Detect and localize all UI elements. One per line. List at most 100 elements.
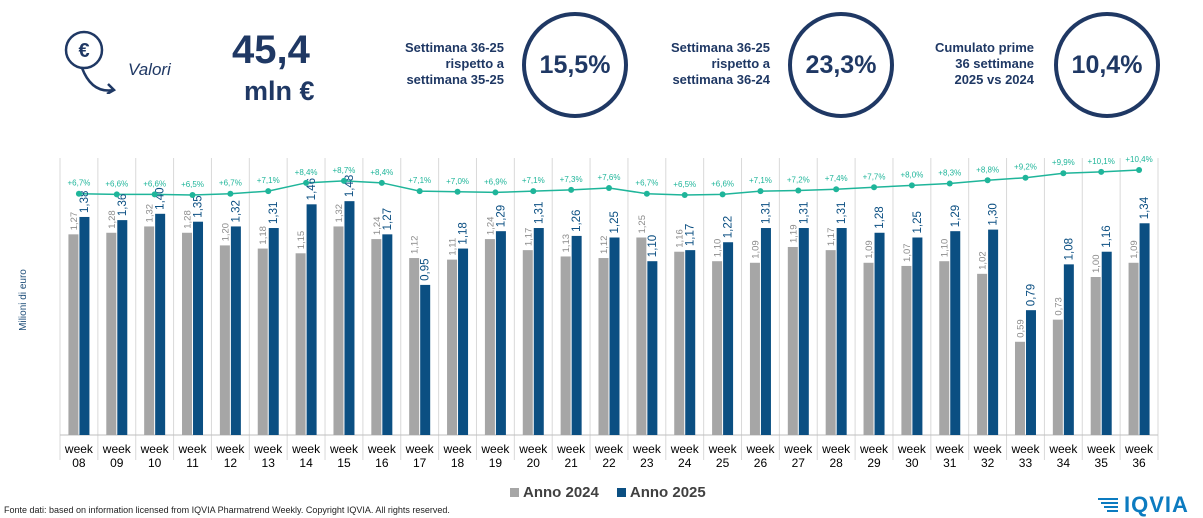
bar-2025 [193, 221, 204, 435]
x-tick-label: week [291, 442, 321, 456]
x-tick-label: 09 [110, 456, 124, 470]
data-label-2025: 1,31 [533, 202, 545, 224]
data-label-2025: 1,28 [874, 206, 886, 228]
growth-point [227, 190, 234, 197]
bar-2024 [484, 239, 495, 435]
growth-label: +6,7% [635, 179, 658, 188]
growth-label: +6,9% [484, 177, 507, 186]
data-label-2024: 1,19 [788, 224, 799, 243]
bar-2025 [647, 261, 658, 435]
growth-point [568, 186, 575, 193]
growth-label: +7,1% [522, 176, 545, 185]
kpi-line: 2025 vs 2024 [954, 72, 1034, 87]
data-label-2024: 1,24 [372, 217, 383, 236]
data-label-2025: 1,48 [344, 175, 356, 197]
x-tick-label: week [708, 442, 738, 456]
x-tick-label: week [632, 442, 662, 456]
bar-2024 [1090, 277, 1101, 435]
x-tick-label: week [1048, 442, 1078, 456]
kpi-line: rispetto a [445, 56, 504, 71]
x-tick-label: 34 [1057, 456, 1071, 470]
growth-label: +8,4% [370, 168, 393, 177]
kpi-cumulative-circle: 10,4% [1054, 12, 1160, 118]
bar-2024 [712, 261, 723, 435]
euro-down-icon: € [64, 30, 117, 94]
bar-2024 [68, 234, 79, 435]
data-label-2024: 1,13 [561, 234, 572, 253]
x-tick-label: 18 [451, 456, 465, 470]
growth-point [492, 189, 499, 196]
bar-2025 [1139, 223, 1150, 435]
x-tick-label: 20 [527, 456, 541, 470]
x-tick-label: week [140, 442, 170, 456]
bar-2024 [1052, 319, 1063, 435]
growth-label: +6,5% [673, 180, 696, 189]
x-tick-label: 11 [186, 456, 199, 470]
growth-label: +9,9% [1052, 158, 1075, 167]
data-label-2025: 1,36 [117, 194, 129, 216]
data-label-2025: 1,16 [1101, 225, 1113, 247]
data-label-2024: 1,02 [978, 251, 989, 270]
bar-2025 [609, 237, 620, 435]
x-tick-label: 32 [981, 456, 995, 470]
growth-point [643, 190, 650, 197]
bar-2024 [560, 256, 571, 435]
x-tick-label: 15 [337, 456, 351, 470]
data-label-2024: 1,28 [107, 210, 118, 229]
growth-point [795, 187, 802, 194]
bar-2025 [988, 229, 999, 435]
bar-2024 [1128, 262, 1139, 435]
growth-label: +7,1% [749, 176, 772, 185]
growth-point [946, 180, 953, 187]
x-tick-label: week [102, 442, 132, 456]
x-tick-label: 22 [602, 456, 616, 470]
bar-2024 [257, 248, 268, 435]
growth-point [113, 191, 120, 198]
valori-label: Valori [128, 60, 171, 79]
data-label-2024: 1,10 [940, 239, 951, 258]
data-label-2025: 1,10 [647, 235, 659, 257]
x-tick-label: 31 [943, 456, 957, 470]
data-label-2024: 1,07 [902, 243, 913, 262]
data-label-2025: 1,08 [1063, 238, 1075, 260]
data-label-2025: 1,30 [988, 203, 1000, 225]
bar-2025 [685, 250, 696, 435]
data-label-2025: 1,31 [268, 202, 280, 224]
growth-label: +6,6% [105, 179, 128, 188]
data-label-2024: 1,15 [296, 231, 307, 250]
growth-label: +8,8% [976, 165, 999, 174]
growth-label: +7,6% [598, 173, 621, 182]
growth-point [871, 184, 878, 191]
bar-2025 [874, 232, 885, 435]
growth-point [757, 188, 764, 195]
legend-label-2025: Anno 2025 [629, 484, 706, 501]
data-label-2024: 1,11 [448, 238, 459, 256]
growth-point [75, 190, 82, 197]
growth-point [265, 188, 272, 195]
growth-label: +7,7% [863, 172, 886, 181]
x-tick-label: week [935, 442, 965, 456]
data-label-2025: 0,95 [420, 259, 432, 281]
bar-2024 [333, 226, 344, 435]
bar-2024 [219, 245, 230, 435]
growth-point [530, 188, 537, 195]
kpi-line: settimana 36-24 [672, 72, 770, 87]
bar-2025 [458, 248, 469, 435]
data-label-2024: 1,12 [410, 236, 421, 255]
x-tick-label: 27 [792, 456, 806, 470]
x-tick-label: week [897, 442, 927, 456]
growth-point [984, 177, 991, 184]
growth-point [606, 184, 612, 191]
bar-2025 [571, 235, 582, 435]
growth-point [681, 192, 688, 198]
growth-point [1136, 167, 1143, 173]
bar-2024 [901, 265, 912, 435]
bar-2024 [825, 250, 836, 435]
bar-2025 [230, 226, 241, 435]
data-label-2025: 1,25 [609, 211, 621, 233]
bar-2025 [836, 228, 847, 435]
total-value: 45,4 [232, 28, 310, 72]
growth-point [454, 188, 461, 195]
x-tick-label: week [405, 442, 435, 456]
bar-2025 [420, 284, 431, 435]
